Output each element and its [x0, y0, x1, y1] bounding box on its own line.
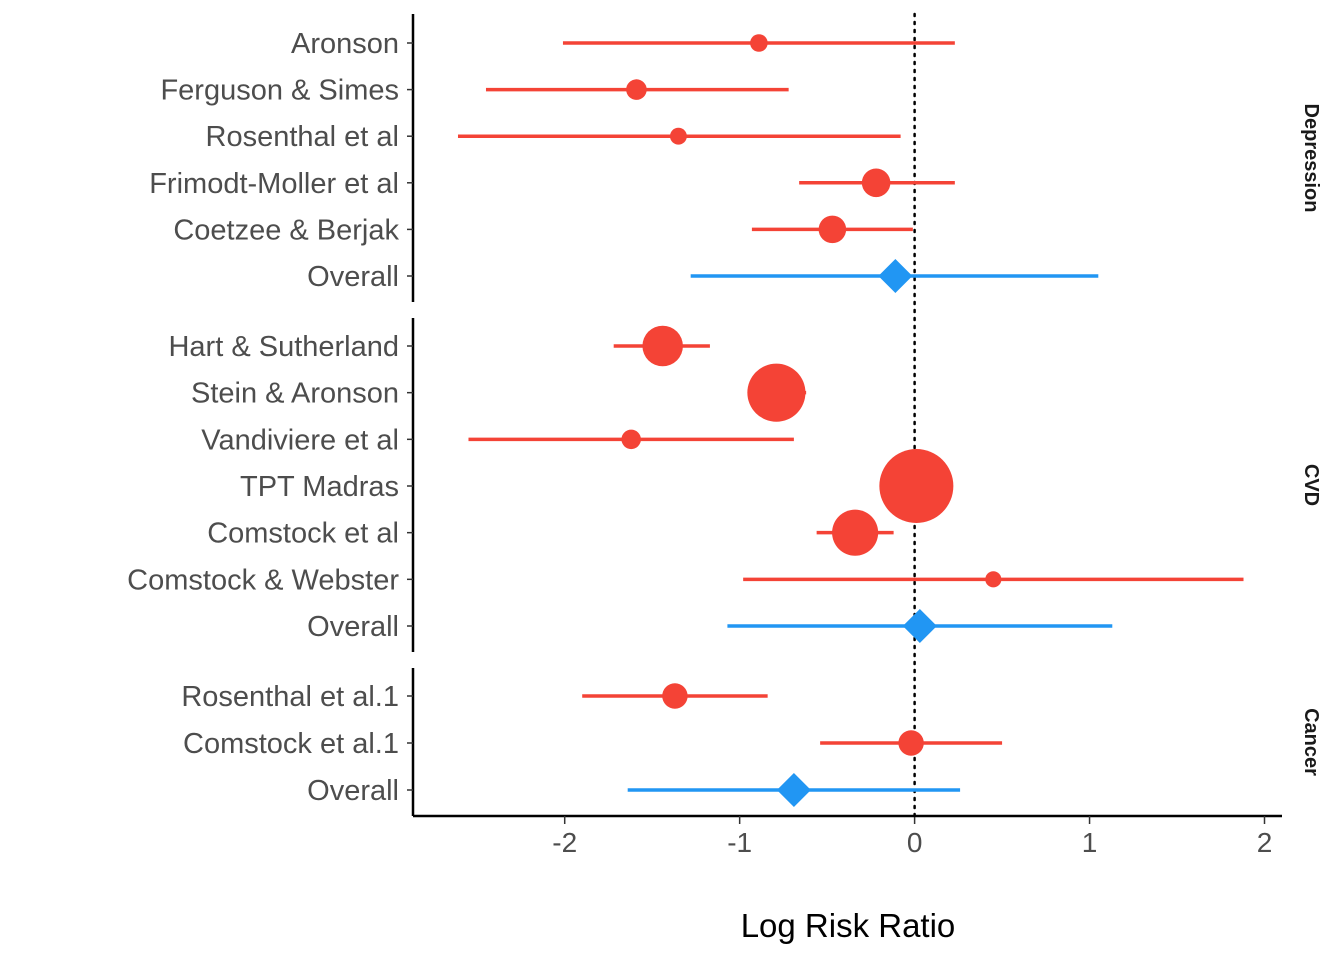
study-estimate-point [879, 449, 954, 523]
study-label: Vandiviere et al [201, 424, 399, 456]
study-estimate-point [621, 429, 641, 450]
x-tick-label: -2 [552, 827, 577, 858]
study-label: Rosenthal et al [206, 121, 399, 153]
study-estimate-point [669, 127, 687, 145]
study-estimate-point [861, 168, 891, 198]
overall-estimate-diamond [902, 609, 937, 643]
study-estimate-point [818, 215, 847, 244]
study-estimate-point [985, 571, 1002, 588]
study-label: Rosenthal et al.1 [181, 681, 399, 713]
study-label: Hart & Sutherland [168, 331, 399, 363]
marks-layer [457, 34, 1244, 807]
study-estimate-point [747, 363, 806, 422]
study-label: Coetzee & Berjak [173, 214, 399, 246]
study-estimate-point [898, 730, 924, 756]
study-label: Overall [307, 611, 399, 643]
study-label: Comstock et al.1 [183, 728, 399, 760]
x-axis-title: Log Risk Ratio [741, 907, 956, 944]
study-label: Aronson [291, 28, 399, 60]
study-label: Stein & Aronson [191, 378, 399, 410]
x-tick-label: 1 [1082, 827, 1098, 858]
study-estimate-point [642, 325, 683, 367]
x-tick-label: -1 [727, 827, 752, 858]
study-label: Frimodt-Moller et al [149, 168, 399, 200]
study-label: Overall [307, 261, 399, 293]
study-estimate-point [832, 509, 879, 556]
overall-estimate-diamond [878, 259, 913, 293]
labels-layer: Depression Aronson Ferguson & Simes Rosenth… [127, 28, 1322, 807]
x-tick-label: 0 [907, 827, 923, 858]
study-label: Overall [307, 775, 399, 807]
x-tick-label: 2 [1257, 827, 1273, 858]
axes-layer: -2 -1 0 1 2 [407, 14, 1282, 858]
study-label: Comstock et al [207, 518, 399, 550]
study-estimate-point [626, 79, 647, 100]
study-label: TPT Madras [240, 471, 399, 503]
study-label: Comstock & Webster [127, 564, 399, 596]
study-estimate-point [662, 683, 688, 709]
facet-label-cvd: CVD [1300, 464, 1322, 506]
facet-label-cancer: Cancer [1300, 708, 1322, 776]
facet-label-depression: Depression [1300, 104, 1322, 213]
overall-estimate-diamond [776, 773, 811, 807]
study-estimate-point [750, 34, 768, 52]
study-label: Ferguson & Simes [160, 75, 399, 107]
